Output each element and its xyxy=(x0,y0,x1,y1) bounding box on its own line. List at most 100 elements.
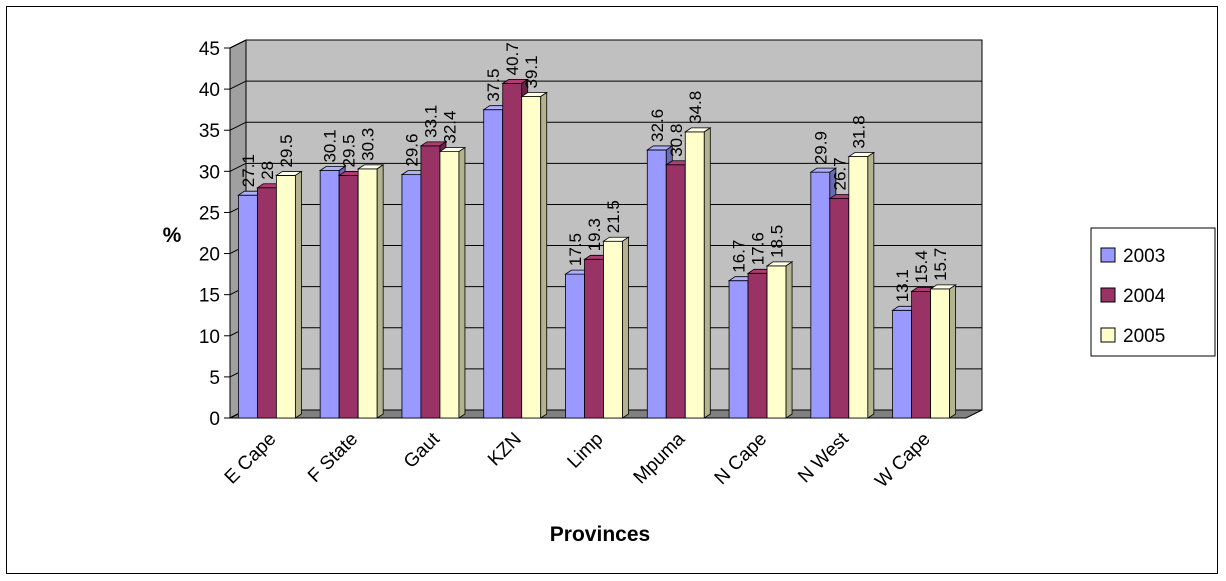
bar xyxy=(483,109,504,419)
legend-swatch xyxy=(1100,247,1116,263)
data-label: 29.9 xyxy=(811,131,830,164)
y-tick-label: 25 xyxy=(199,203,220,224)
data-label: 15.7 xyxy=(931,248,950,281)
data-label: 34.8 xyxy=(686,91,705,124)
x-axis: E Cape F State Gaut KZN Limp Mpuma N Cape N Wes… xyxy=(221,428,935,492)
bar xyxy=(237,194,258,419)
data-label: 18.5 xyxy=(768,225,787,258)
data-label: 30.1 xyxy=(321,129,340,162)
bar xyxy=(684,131,705,419)
bar-side xyxy=(294,170,302,419)
data-label: 29.5 xyxy=(340,134,359,167)
data-label: 26.7 xyxy=(830,157,849,190)
bar xyxy=(848,156,869,419)
data-label: 28 xyxy=(258,161,277,180)
x-tick-label: N West xyxy=(794,428,853,487)
bar xyxy=(256,187,277,419)
data-label: 16.7 xyxy=(730,240,749,273)
data-label: 40.7 xyxy=(503,42,522,75)
y-tick-label: 30 xyxy=(199,162,220,183)
y-axis: 0 5 10 15 20 25 30 35 40 45 xyxy=(199,39,231,430)
data-label: 30.8 xyxy=(667,124,686,157)
bar-side xyxy=(376,164,384,419)
bar-side xyxy=(867,151,875,419)
legend-label: 2005 xyxy=(1123,326,1165,347)
bar xyxy=(401,174,422,419)
bar xyxy=(766,265,787,419)
bar xyxy=(892,309,913,419)
y-tick-label: 35 xyxy=(199,121,220,142)
bar-side xyxy=(622,236,629,419)
bar xyxy=(357,168,378,419)
x-tick-label: Limp xyxy=(564,429,608,473)
data-label: 32.6 xyxy=(648,109,667,142)
bar xyxy=(319,170,340,419)
bar xyxy=(646,149,667,419)
data-label: 15.4 xyxy=(912,250,931,283)
y-tick-label: 5 xyxy=(209,368,220,389)
y-tick-label: 0 xyxy=(209,409,220,430)
bar-side xyxy=(785,261,793,419)
y-axis-title: % xyxy=(163,224,182,247)
y-tick-label: 40 xyxy=(199,80,220,101)
bar xyxy=(747,272,768,419)
data-label: 32.4 xyxy=(440,111,459,144)
x-tick-label: KZN xyxy=(484,429,526,471)
legend-label: 2004 xyxy=(1123,286,1166,307)
data-label: 30.3 xyxy=(359,128,378,161)
bar xyxy=(665,164,686,419)
y-tick-label: 10 xyxy=(199,327,220,348)
y-tick-label: 15 xyxy=(199,286,220,307)
bar xyxy=(911,290,932,419)
data-label: 29.5 xyxy=(277,134,296,167)
data-label: 29.6 xyxy=(402,134,421,167)
data-label: 19.3 xyxy=(585,218,604,251)
bar xyxy=(502,82,523,419)
gridline xyxy=(229,80,982,90)
bar xyxy=(603,240,623,419)
x-axis-title: Provinces xyxy=(550,523,650,546)
data-label: 17.5 xyxy=(566,233,585,266)
data-label: 37.5 xyxy=(484,69,503,102)
data-label: 33.1 xyxy=(421,105,440,138)
legend: 2003 2004 2005 xyxy=(1090,227,1216,357)
y-tick-label: 45 xyxy=(199,39,220,60)
bar xyxy=(338,175,359,419)
data-label: 17.6 xyxy=(749,232,768,265)
y-tick-label: 20 xyxy=(199,245,220,266)
bars xyxy=(237,78,957,419)
bar xyxy=(420,145,441,419)
gridline xyxy=(229,39,982,49)
bar-side xyxy=(949,284,957,419)
x-tick-label: E Cape xyxy=(221,429,281,489)
bar-side xyxy=(703,127,711,419)
bar xyxy=(810,171,831,419)
x-tick-label: Gaut xyxy=(400,428,444,472)
bar xyxy=(521,96,542,419)
bar xyxy=(565,273,585,419)
bar-side xyxy=(540,91,548,419)
x-tick-label: Mpuma xyxy=(630,428,690,488)
legend-swatch xyxy=(1100,327,1116,343)
data-label: 31.8 xyxy=(849,115,868,148)
legend-swatch xyxy=(1100,287,1116,303)
bar xyxy=(584,258,604,419)
bar xyxy=(439,151,460,419)
bar xyxy=(275,175,296,419)
legend-label: 2003 xyxy=(1123,246,1165,267)
bar xyxy=(728,280,749,419)
bar xyxy=(829,198,850,419)
gridline xyxy=(229,121,982,131)
data-label: 27.1 xyxy=(239,154,258,187)
data-label: 13.1 xyxy=(893,269,912,302)
bar xyxy=(930,288,951,419)
gridline xyxy=(229,162,982,172)
data-label: 39.1 xyxy=(522,55,541,88)
data-label: 21.5 xyxy=(604,200,623,233)
x-tick-label: F State xyxy=(304,429,362,487)
x-tick-label: N Cape xyxy=(711,429,771,489)
bar-side xyxy=(458,146,466,419)
x-tick-label: W Cape xyxy=(871,429,934,492)
